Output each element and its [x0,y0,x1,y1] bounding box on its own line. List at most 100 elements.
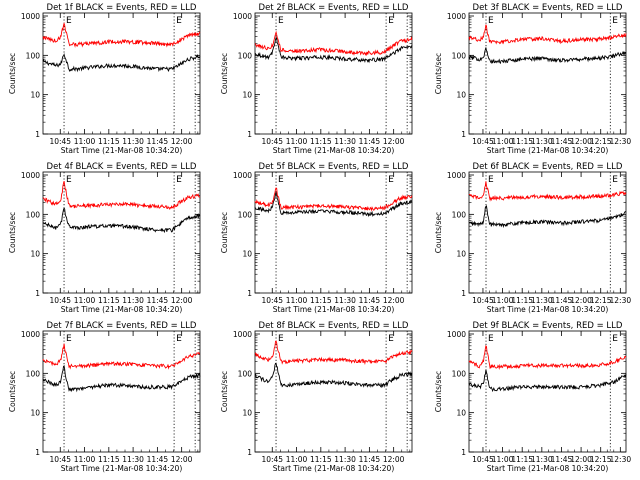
y-tick-label: 10 [242,91,252,100]
panel-title: Det 9f BLACK = Events, RED = LLD [473,321,623,331]
x-tick-label: 11:45 [147,296,169,305]
series-line-events [468,205,627,229]
x-tick-label: 11:45 [359,296,381,305]
plot-frame [42,12,201,135]
y-tick-label: 1 [461,130,466,139]
event-marker-label: E [176,175,182,185]
y-axis-label: Counts/sec [220,53,229,94]
x-tick-label: 10:45 [49,296,71,305]
x-tick-label: 12:00 [570,137,592,146]
series-line-events [42,207,201,234]
plot-frame [42,330,201,453]
x-tick-label: 12:15 [590,455,612,464]
event-marker-label: E [278,334,284,344]
event-marker-label: E [66,175,72,185]
y-tick-label: 1000 [233,330,252,339]
x-tick-label: 12:00 [383,455,405,464]
x-tick-label: 11:00 [286,455,308,464]
x-tick-label: 10:45 [261,296,283,305]
y-tick-label: 10 [30,91,40,100]
panel-grid: Det 1f BLACK = Events, RED = LLD 1 10 100 10… [8,3,631,473]
y-tick-label: 100 [26,51,41,60]
y-axis-label: Counts/sec [8,212,17,253]
x-tick-label: 10:45 [472,137,494,146]
panel-title: Det 4f BLACK = Events, RED = LLD [47,162,197,172]
x-tick-label: 10:45 [261,137,283,146]
y-tick-label: 10 [30,250,40,259]
y-axis-label: Counts/sec [434,53,443,94]
x-tick-label: 11:15 [511,137,533,146]
x-tick-label: 11:30 [334,296,356,305]
y-tick-label: 10 [242,409,252,418]
plot-frame [254,12,413,135]
x-tick-label: 11:30 [122,455,144,464]
event-marker-label: E [176,334,182,344]
x-axis-label: Start Time (21-Mar-08 10:34:20) [273,146,395,155]
series-line-events [468,369,627,393]
panel-det-5f: Det 5f BLACK = Events, RED = LLD 1 10 100 10… [220,162,413,314]
panel-det-3f: Det 3f BLACK = Events, RED = LLD 1 10 100 10… [434,3,631,155]
y-tick-label: 10 [242,250,252,259]
event-marker-label: E [612,334,618,344]
plot-frame [468,171,627,294]
x-tick-label: 11:15 [310,296,332,305]
x-tick-label: 11:30 [122,296,144,305]
y-axis-label: Counts/sec [8,371,17,412]
y-tick-label: 1 [247,289,252,298]
plot-frame [468,12,627,135]
x-tick-label: 11:30 [122,137,144,146]
x-tick-label: 10:45 [49,137,71,146]
series-line-events [254,362,413,388]
plot-frame [42,171,201,294]
series-line-lld [468,344,627,370]
panel-title: Det 3f BLACK = Events, RED = LLD [473,3,623,13]
y-tick-label: 1000 [233,12,252,21]
x-tick-label: 11:00 [492,296,514,305]
event-marker-label: E [612,175,618,185]
series-line-events [254,37,413,64]
y-tick-label: 1000 [447,171,466,180]
x-tick-label: 12:00 [570,455,592,464]
x-tick-label: 11:15 [511,455,533,464]
series-line-lld [254,187,413,212]
event-marker-label: E [488,16,494,26]
x-tick-label: 11:15 [310,455,332,464]
panel-det-6f: Det 6f BLACK = Events, RED = LLD 1 10 100 10… [434,162,631,314]
plot-frame [254,330,413,453]
x-tick-label: 11:15 [511,296,533,305]
series-line-events [468,47,627,65]
x-tick-label: 11:45 [551,296,573,305]
y-tick-label: 10 [456,409,466,418]
y-tick-label: 100 [26,210,41,219]
panel-det-7f: Det 7f BLACK = Events, RED = LLD 1 10 100 10… [8,321,201,473]
panel-det-9f: Det 9f BLACK = Events, RED = LLD 1 10 100 10… [434,321,631,473]
series-line-lld [42,22,201,48]
x-tick-label: 11:15 [98,137,120,146]
x-axis-label: Start Time (21-Mar-08 10:34:20) [487,305,609,314]
panel-title: Det 1f BLACK = Events, RED = LLD [47,3,197,13]
series-line-lld [468,24,627,45]
panel-title: Det 2f BLACK = Events, RED = LLD [259,3,409,13]
x-tick-label: 12:00 [570,296,592,305]
x-tick-label: 11:00 [492,455,514,464]
y-tick-label: 100 [26,369,41,378]
series-line-events [254,191,413,218]
y-tick-label: 1 [247,448,252,457]
series-line-events [42,364,201,393]
x-tick-label: 10:45 [49,455,71,464]
x-tick-label: 11:45 [551,137,573,146]
event-marker-label: E [488,175,494,185]
series-line-lld [43,180,201,211]
event-marker-label: E [278,16,284,26]
y-tick-label: 10 [456,91,466,100]
series-line-events [42,52,201,73]
x-tick-label: 11:45 [359,455,381,464]
y-tick-label: 1 [35,130,40,139]
series-line-lld [254,340,413,366]
y-axis-label: Counts/sec [434,212,443,253]
x-tick-label: 11:00 [286,137,308,146]
x-tick-label: 12:00 [171,455,193,464]
event-marker-label: E [388,175,394,185]
event-marker-label: E [66,334,72,344]
